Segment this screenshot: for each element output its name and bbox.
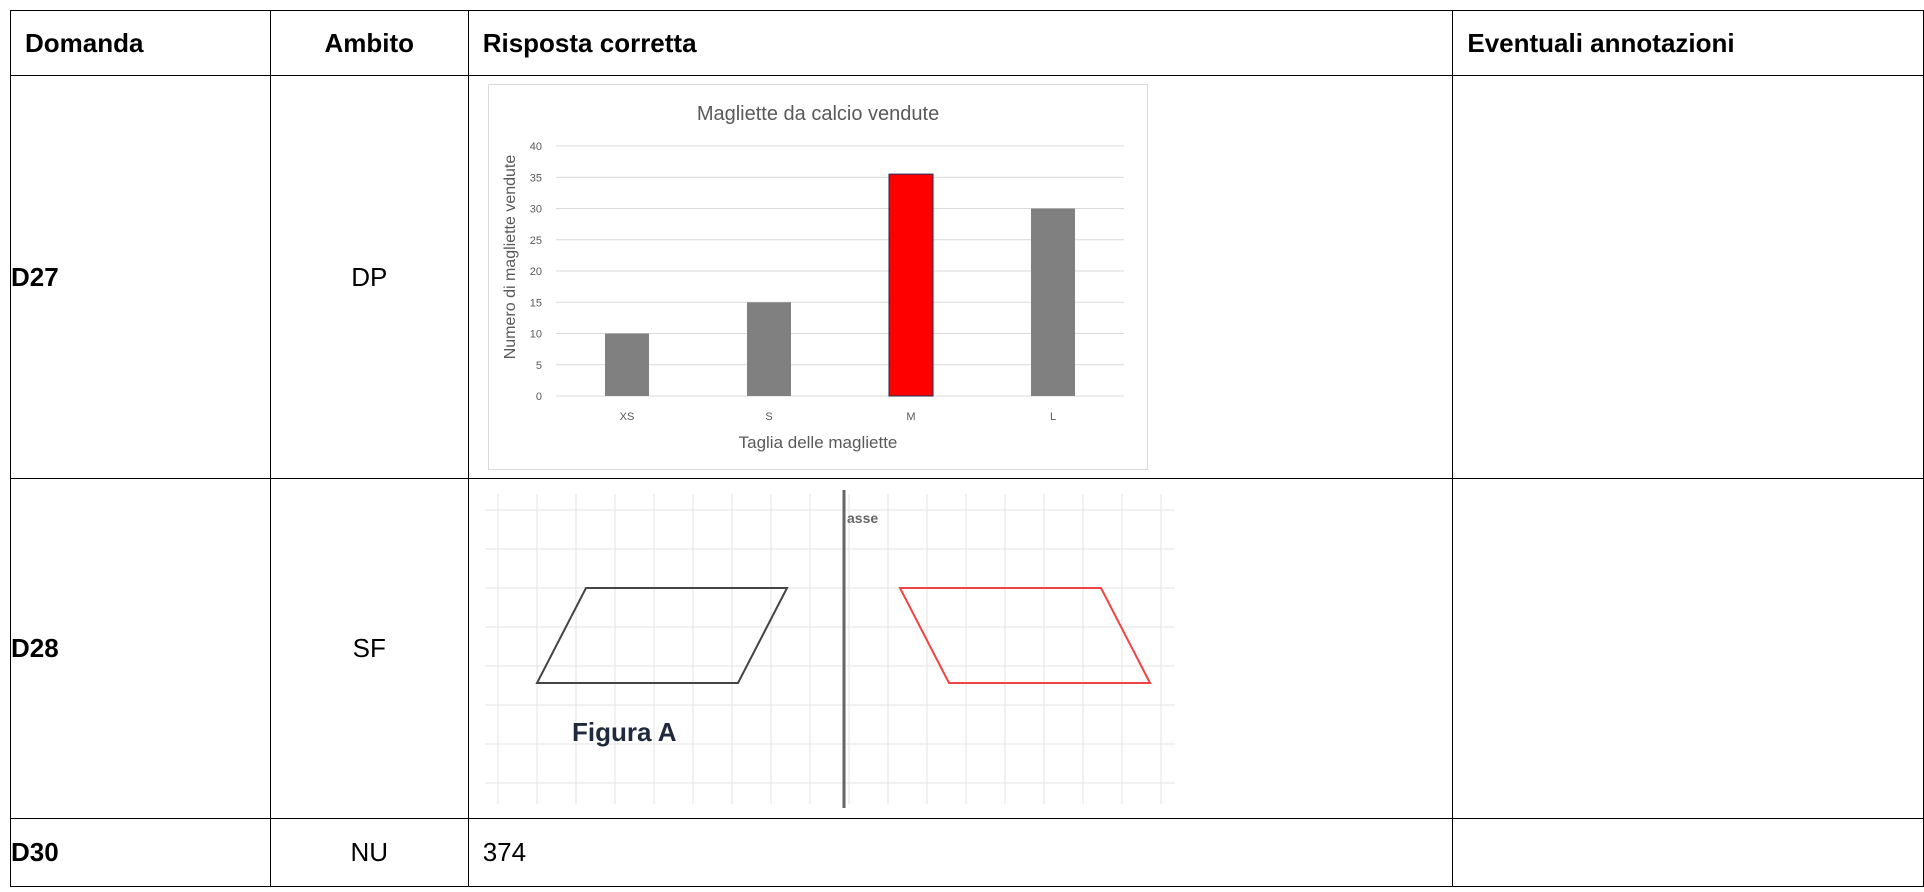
original-parallelogram [535,586,789,684]
header-row: Domanda Ambito Risposta corretta Eventua… [10,10,1924,76]
scope: SF [269,478,469,819]
y-tick-label: 10 [529,329,541,341]
header-annotazioni: Eventuali annotazioni [1452,10,1924,76]
y-tick-label: 20 [529,266,541,278]
x-tick-label: L [1050,411,1056,423]
bar-l [1030,208,1075,396]
scope: DP [269,75,469,479]
reflected-parallelogram [898,586,1152,684]
chart-bars [604,173,1075,397]
annotation-cell [1452,75,1924,479]
chart-title: Magliette da calcio vendute [697,103,939,125]
annotation-cell [1452,478,1924,819]
header-ambito: Ambito [269,10,469,76]
y-tick-label: 25 [529,235,541,247]
header-domanda: Domanda [10,10,271,76]
answer-cell: Magliette da calcio vendute Numero di ma… [467,75,1454,479]
chart-x-axis-label: Taglia delle magliette [738,433,897,452]
chart-x-ticks: XS S M L [619,411,1055,423]
bar-xs [604,333,649,396]
figure-label: Figura A [572,717,677,747]
bar-s [746,302,791,396]
y-tick-label: 0 [536,391,542,403]
y-tick-label: 35 [529,172,541,184]
figure-grid [484,493,1175,804]
axis-label: asse [847,510,878,526]
table-row: D30 NU 374 [10,818,1924,887]
question-id: D27 [10,75,271,479]
y-tick-label: 15 [529,297,541,309]
chart-grid [555,145,1124,397]
x-tick-label: XS [619,411,634,423]
bar-m [888,173,934,397]
question-id: D30 [10,818,271,887]
scope: NU [269,818,469,887]
x-tick-label: M [906,411,915,423]
answer-table: Domanda Ambito Risposta corretta Eventua… [10,10,1924,887]
answer-cell: 374 [467,818,1454,887]
answer-value: 374 [482,837,527,867]
table-row: D28 SF asse Figura A [10,478,1924,819]
answer-cell: asse Figura A [467,478,1454,819]
y-tick-label: 30 [529,204,541,216]
bar-chart: Magliette da calcio vendute Numero di ma… [487,84,1148,470]
header-risposta-corretta: Risposta corretta [467,10,1454,76]
y-tick-label: 5 [536,360,542,372]
x-tick-label: S [765,411,772,423]
annotation-cell [1452,818,1924,887]
reflection-figure: asse Figura A [484,489,1175,808]
question-id: D28 [10,478,271,819]
chart-y-axis-label: Numero di magliette vendute [502,155,519,360]
table-row: D27 DP Magliette da calcio vendute Numer… [10,75,1924,479]
chart-y-ticks: 0 5 10 15 20 25 30 35 40 [529,141,541,403]
y-tick-label: 40 [529,141,541,153]
